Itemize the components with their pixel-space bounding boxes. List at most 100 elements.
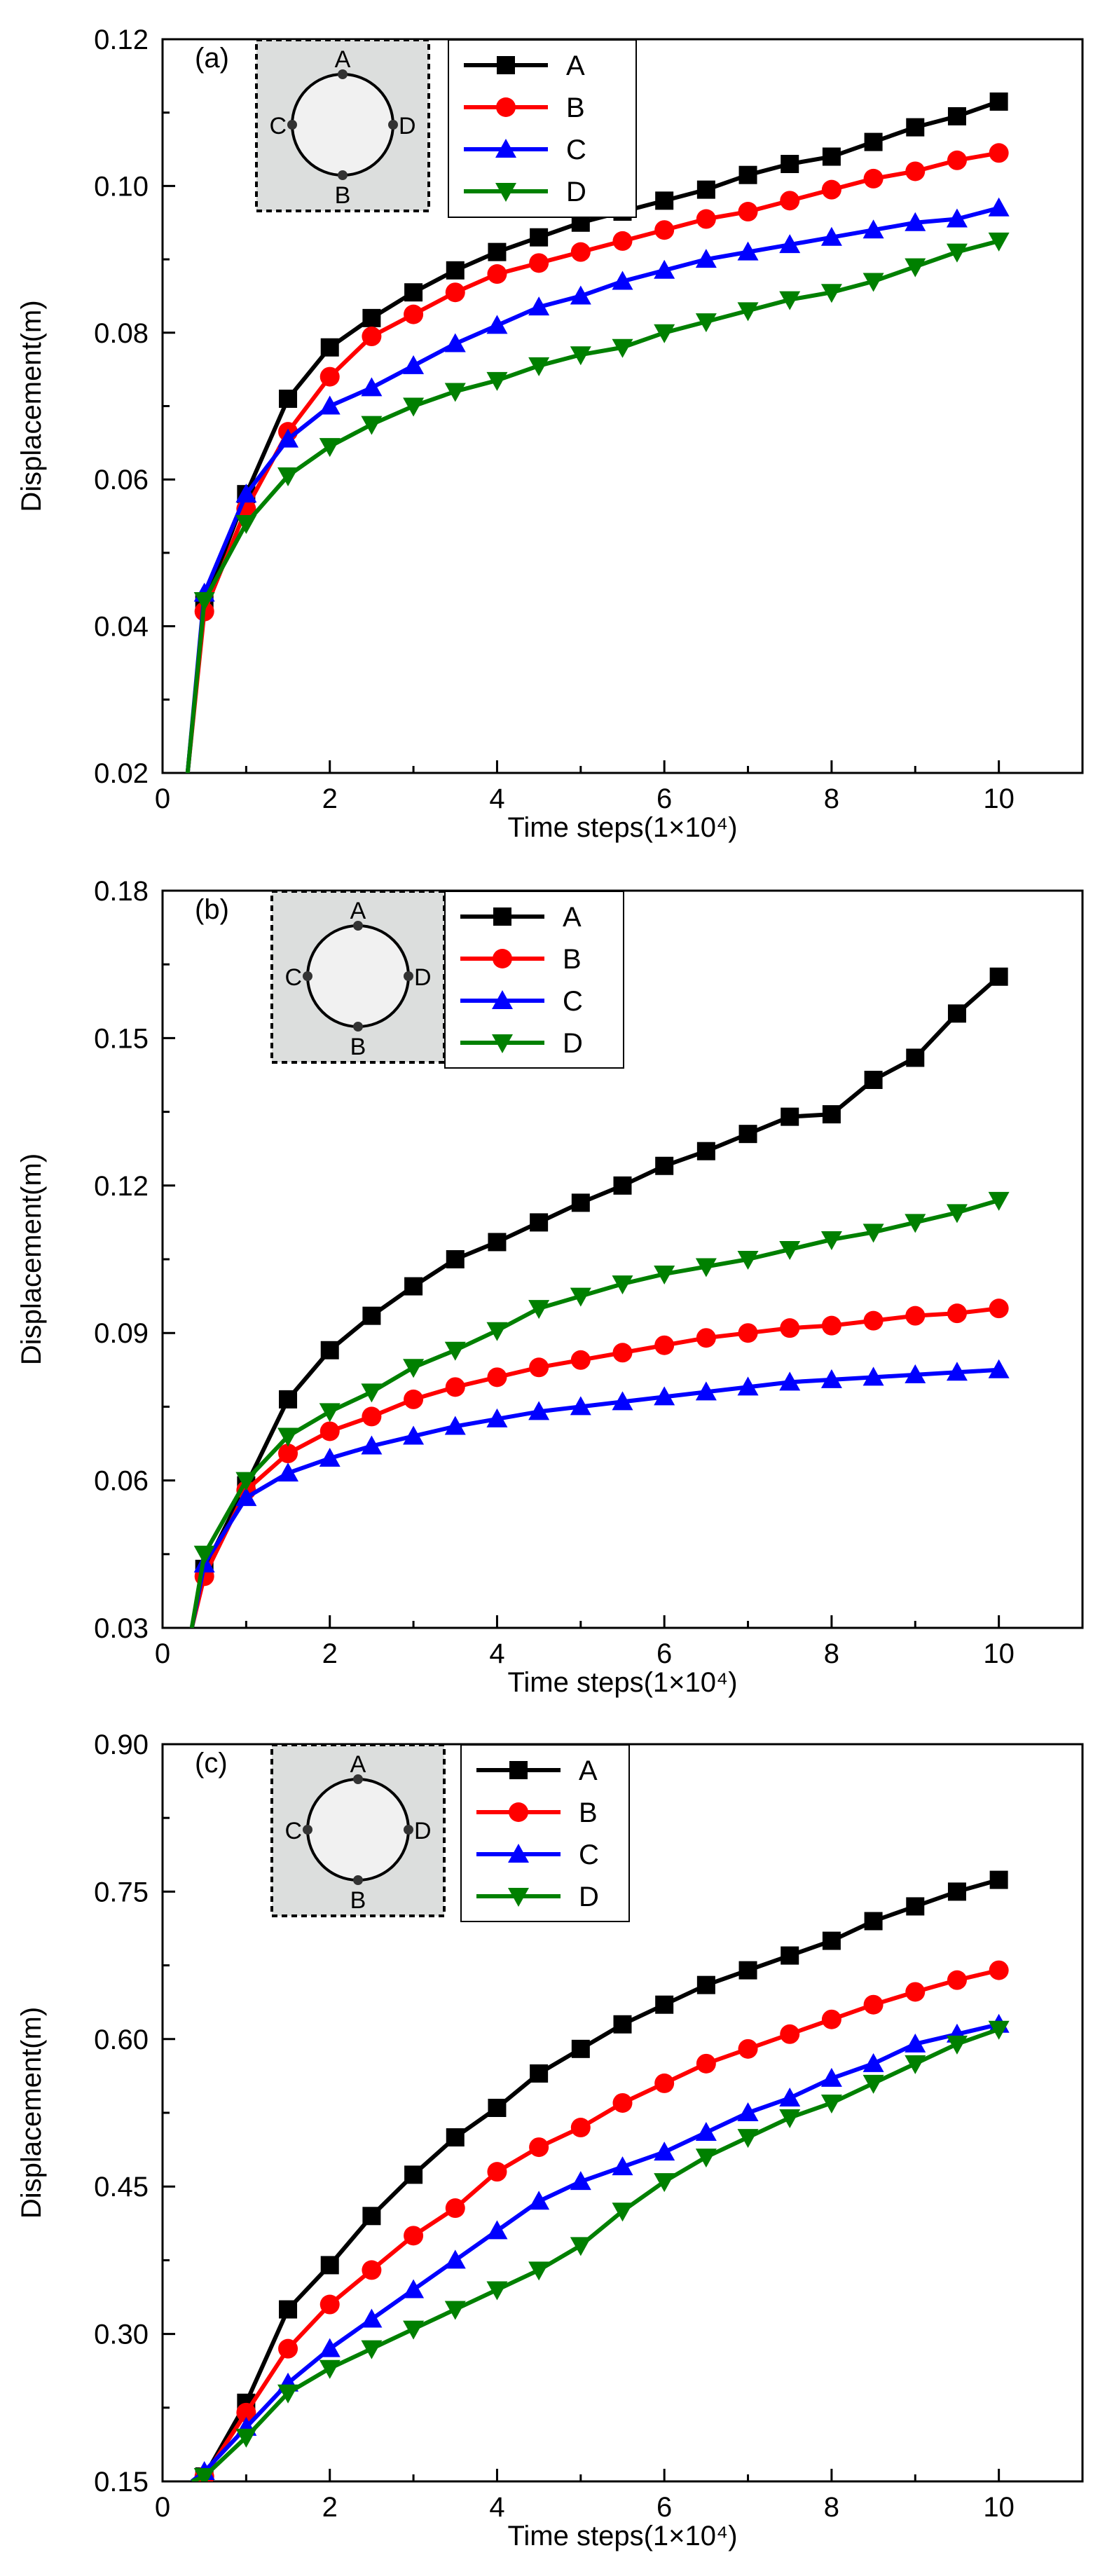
point-D [235,2428,257,2448]
point-A [613,1176,632,1195]
point-B [654,1335,675,1355]
point-B [570,1350,591,1370]
inset-label-B: B [350,1887,366,1914]
point-A [404,283,423,302]
point-C [862,219,884,239]
legend-label-C: C [566,135,586,165]
point-D [988,232,1010,252]
x-tick-label: 8 [824,783,839,814]
y-tick-label: 0.10 [94,171,149,202]
monitor-point-D [404,971,413,981]
point-C [570,1396,591,1416]
monitor-point-A [353,1774,363,1784]
point-D [862,273,884,292]
point-B [404,304,424,324]
point-C [905,2033,926,2053]
legend-box [460,1744,630,1922]
point-B [445,1377,465,1397]
point-B [445,282,465,303]
point-D [486,1322,508,1341]
y-tick-label: 0.30 [94,2320,149,2350]
chart-panel-3: 0 2 4 6 8 10 0.15 0.30 0.45 0.60 0.75 0.90 Time step… [16,1729,1084,2551]
inset-label-A: A [335,46,351,73]
legend-marker-A [509,1761,528,1779]
point-A [947,1004,966,1023]
point-D [737,302,759,322]
x-axis-label: Time steps(1×10⁴) [507,812,737,843]
point-D [361,416,383,435]
point-A [446,2128,465,2147]
point-A [279,2300,298,2319]
legend-box [448,39,637,218]
inset-label-C: C [284,1818,302,1844]
point-B [821,1315,841,1336]
panel-label: (c) [195,1748,228,1779]
chart-panel-2: 0 2 4 6 8 10 0.03 0.06 0.09 0.12 0.15 0.18 Time step… [16,876,1084,1698]
point-D [277,467,299,486]
point-D [779,1240,801,1260]
point-C [820,1369,842,1388]
monitor-point-C [303,971,312,981]
point-D [820,284,842,303]
point-B [236,2402,256,2423]
point-B [445,2198,465,2219]
series-line-A [191,1877,1000,2481]
point-A [404,2165,423,2184]
point-D [905,1214,926,1233]
point-C [779,1371,801,1391]
point-D [277,2384,299,2404]
point-B [362,327,382,347]
legend-marker-D [508,1888,529,1907]
point-A [864,1071,883,1090]
point-C [820,226,842,246]
inset-label-A: A [350,1751,366,1778]
y-tick-label: 0.09 [94,1318,149,1349]
point-D [235,1472,257,1491]
x-tick-label: 6 [657,1638,672,1669]
point-B [863,1310,884,1331]
y-tick-label: 0.90 [94,1729,149,1760]
point-A [446,1250,465,1268]
point-B [989,143,1009,163]
point-C [612,270,633,290]
y-tick-label: 0.18 [94,876,149,907]
point-B [319,1421,340,1441]
point-C [737,2102,759,2121]
point-D [319,438,341,458]
point-B [362,2260,382,2280]
legend-marker-B [509,1802,528,1822]
point-C [444,2249,466,2269]
point-A [947,1882,966,1901]
inset-label-C: C [269,113,287,139]
series-group [190,1870,1010,2481]
point-C [612,1391,633,1411]
point-D [820,2094,842,2113]
legend-label-B: B [563,944,582,975]
point-A [279,390,298,409]
x-tick-label: 0 [155,1638,170,1669]
point-D [403,1359,425,1378]
point-C [654,1386,675,1406]
point-A [906,118,925,137]
point-B [989,1299,1009,1319]
point-B [989,1960,1009,1980]
point-B [404,1389,424,1409]
legend-label-A: A [566,50,585,81]
x-tick-label: 6 [657,2492,672,2523]
point-B [487,1367,507,1388]
y-tick-label: 0.08 [94,318,149,349]
point-A [696,180,715,199]
point-B [738,202,758,222]
y-axis-label: Displacement(m) [16,2007,47,2219]
panel-label: (a) [195,43,229,74]
point-A [488,2098,507,2117]
point-C [570,2171,591,2191]
point-D [235,515,257,535]
point-D [654,1266,675,1285]
point-D [444,1341,466,1361]
legend-label-D: D [579,1882,599,1912]
point-B [404,2226,424,2246]
point-B [947,1970,967,1990]
point-D [528,357,550,376]
point-B [905,1982,926,2002]
